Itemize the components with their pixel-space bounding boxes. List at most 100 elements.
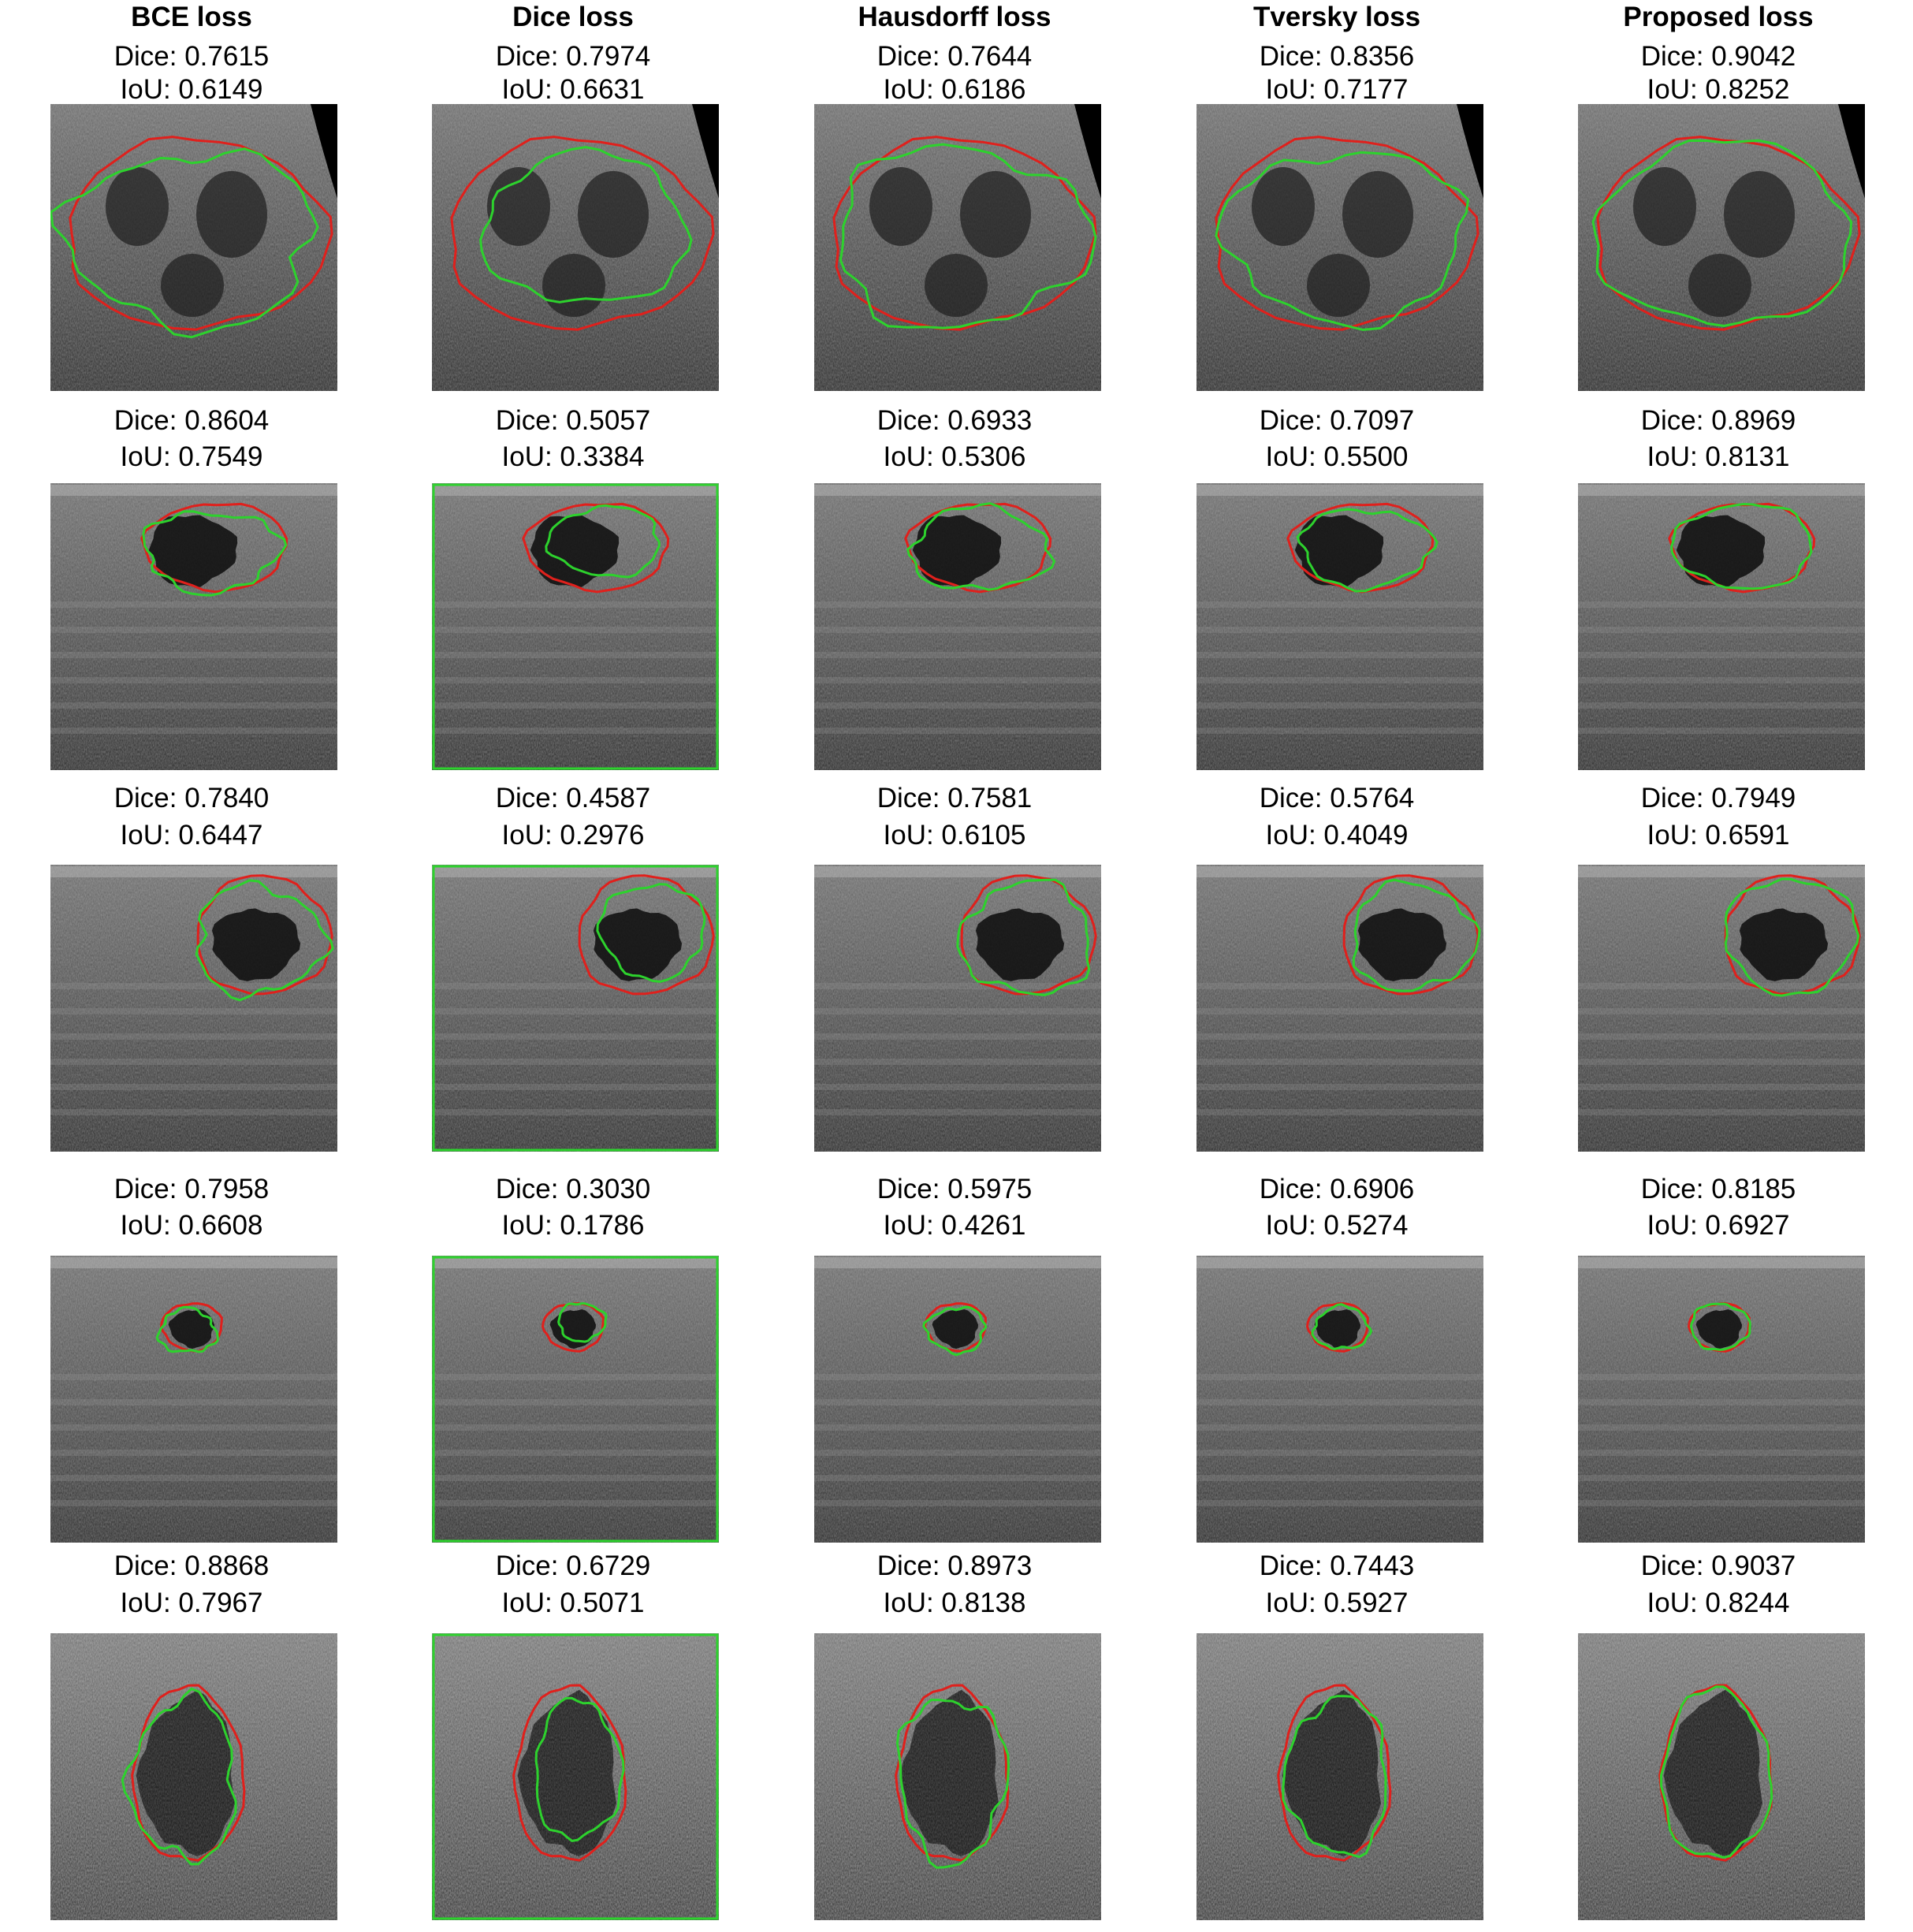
ultrasound-image bbox=[1197, 483, 1483, 770]
dice-score: Dice: 0.8973 bbox=[876, 1550, 1033, 1581]
ultrasound-panel bbox=[432, 483, 719, 770]
prediction-contour bbox=[1282, 1695, 1387, 1859]
ultrasound-panel bbox=[432, 865, 719, 1152]
iou-score: IoU: 0.6608 bbox=[120, 1210, 263, 1241]
ground-truth-contour bbox=[1215, 136, 1479, 331]
dice-score: Dice: 0.7974 bbox=[495, 41, 651, 72]
ultrasound-panel bbox=[814, 865, 1101, 1152]
ultrasound-panel bbox=[50, 865, 337, 1152]
iou-score: IoU: 0.7549 bbox=[120, 441, 263, 472]
iou-score: IoU: 0.7967 bbox=[120, 1588, 263, 1618]
iou-score: IoU: 0.8138 bbox=[883, 1588, 1026, 1618]
prediction-frame-contour bbox=[432, 1256, 719, 1543]
iou-score: IoU: 0.5071 bbox=[501, 1588, 645, 1618]
ground-truth-contour bbox=[1596, 136, 1861, 331]
prediction-contour bbox=[906, 502, 1056, 591]
ultrasound-image bbox=[1578, 1256, 1865, 1543]
ultrasound-image bbox=[432, 1256, 719, 1543]
ultrasound-image bbox=[1578, 1633, 1865, 1920]
prediction-contour bbox=[839, 143, 1097, 329]
dice-score: Dice: 0.7644 bbox=[876, 41, 1033, 72]
iou-score: IoU: 0.8244 bbox=[1647, 1588, 1790, 1618]
dice-score: Dice: 0.9037 bbox=[1640, 1550, 1796, 1581]
dice-score: Dice: 0.4587 bbox=[495, 783, 651, 813]
prediction-contour bbox=[922, 1305, 988, 1357]
dice-score: Dice: 0.3030 bbox=[495, 1174, 651, 1204]
ultrasound-panel bbox=[1578, 865, 1865, 1152]
iou-score: IoU: 0.5274 bbox=[1265, 1210, 1409, 1241]
ultrasound-panel bbox=[50, 483, 337, 770]
iou-score: IoU: 0.6105 bbox=[883, 820, 1026, 851]
ultrasound-image bbox=[814, 1633, 1101, 1920]
ground-truth-contour bbox=[131, 1684, 246, 1862]
iou-score: IoU: 0.6149 bbox=[120, 74, 263, 105]
iou-score: IoU: 0.6447 bbox=[120, 820, 263, 851]
ultrasound-panel bbox=[814, 1633, 1101, 1920]
ultrasound-panel bbox=[1197, 865, 1483, 1152]
prediction-contour bbox=[1352, 878, 1481, 992]
prediction-contour bbox=[1311, 1303, 1373, 1350]
ultrasound-image bbox=[50, 1633, 337, 1920]
dice-score: Dice: 0.6906 bbox=[1259, 1174, 1415, 1204]
ultrasound-panel bbox=[432, 1256, 719, 1543]
ultrasound-panel bbox=[1197, 1633, 1483, 1920]
ultrasound-panel bbox=[50, 1633, 337, 1920]
iou-score: IoU: 0.2976 bbox=[501, 820, 645, 851]
dice-score: Dice: 0.8356 bbox=[1259, 41, 1415, 72]
dice-score: Dice: 0.5975 bbox=[876, 1174, 1033, 1204]
ultrasound-image bbox=[1197, 865, 1483, 1152]
prediction-contour bbox=[1296, 508, 1438, 593]
iou-score: IoU: 0.6927 bbox=[1647, 1210, 1790, 1241]
iou-score: IoU: 0.6631 bbox=[501, 74, 645, 105]
prediction-contour bbox=[479, 146, 693, 303]
dice-score: Dice: 0.8604 bbox=[114, 405, 270, 436]
iou-score: IoU: 0.5500 bbox=[1265, 441, 1409, 472]
iou-score: IoU: 0.6591 bbox=[1647, 820, 1790, 851]
column-title-4: Tversky loss bbox=[1252, 2, 1421, 32]
dice-score: Dice: 0.8868 bbox=[114, 1550, 270, 1581]
dice-score: Dice: 0.8185 bbox=[1640, 1174, 1796, 1204]
ultrasound-panel bbox=[50, 1256, 337, 1543]
ultrasound-panel bbox=[814, 483, 1101, 770]
prediction-contour bbox=[596, 883, 706, 983]
prediction-contour bbox=[1689, 1302, 1751, 1351]
ultrasound-image bbox=[432, 483, 719, 770]
ultrasound-image bbox=[50, 1256, 337, 1543]
ultrasound-panel bbox=[1197, 104, 1483, 391]
prediction-contour bbox=[1659, 1685, 1773, 1859]
ultrasound-image bbox=[1578, 483, 1865, 770]
ultrasound-image bbox=[50, 483, 337, 770]
ultrasound-panel bbox=[1578, 1256, 1865, 1543]
dice-score: Dice: 0.7615 bbox=[114, 41, 270, 72]
ultrasound-image bbox=[814, 865, 1101, 1152]
dice-score: Dice: 0.9042 bbox=[1640, 41, 1796, 72]
ground-truth-contour bbox=[1724, 874, 1861, 996]
iou-score: IoU: 0.7177 bbox=[1265, 74, 1409, 105]
iou-score: IoU: 0.8131 bbox=[1647, 441, 1790, 472]
ultrasound-panel bbox=[432, 104, 719, 391]
dice-score: Dice: 0.7949 bbox=[1640, 783, 1796, 813]
ground-truth-contour bbox=[1342, 874, 1479, 996]
dice-score: Dice: 0.5764 bbox=[1259, 783, 1415, 813]
prediction-frame-contour bbox=[432, 1633, 719, 1920]
dice-score: Dice: 0.7958 bbox=[114, 1174, 270, 1204]
prediction-contour bbox=[956, 878, 1091, 996]
ultrasound-image bbox=[1197, 1633, 1483, 1920]
dice-score: Dice: 0.7581 bbox=[876, 783, 1033, 813]
ultrasound-image bbox=[814, 104, 1101, 391]
prediction-contour bbox=[121, 1687, 237, 1866]
iou-score: IoU: 0.4049 bbox=[1265, 820, 1409, 851]
prediction-frame-contour bbox=[432, 483, 719, 770]
dice-score: Dice: 0.7443 bbox=[1259, 1550, 1415, 1581]
ultrasound-image bbox=[50, 865, 337, 1152]
prediction-contour bbox=[195, 879, 334, 1002]
prediction-contour bbox=[545, 504, 661, 579]
prediction-contour bbox=[557, 1302, 608, 1343]
iou-score: IoU: 0.4261 bbox=[883, 1210, 1026, 1241]
column-title-1: BCE loss bbox=[131, 2, 252, 32]
ultrasound-image bbox=[1578, 865, 1865, 1152]
ultrasound-panel bbox=[814, 1256, 1101, 1543]
ultrasound-panel bbox=[1197, 1256, 1483, 1543]
ground-truth-contour bbox=[522, 502, 670, 594]
prediction-contour bbox=[534, 1696, 625, 1842]
